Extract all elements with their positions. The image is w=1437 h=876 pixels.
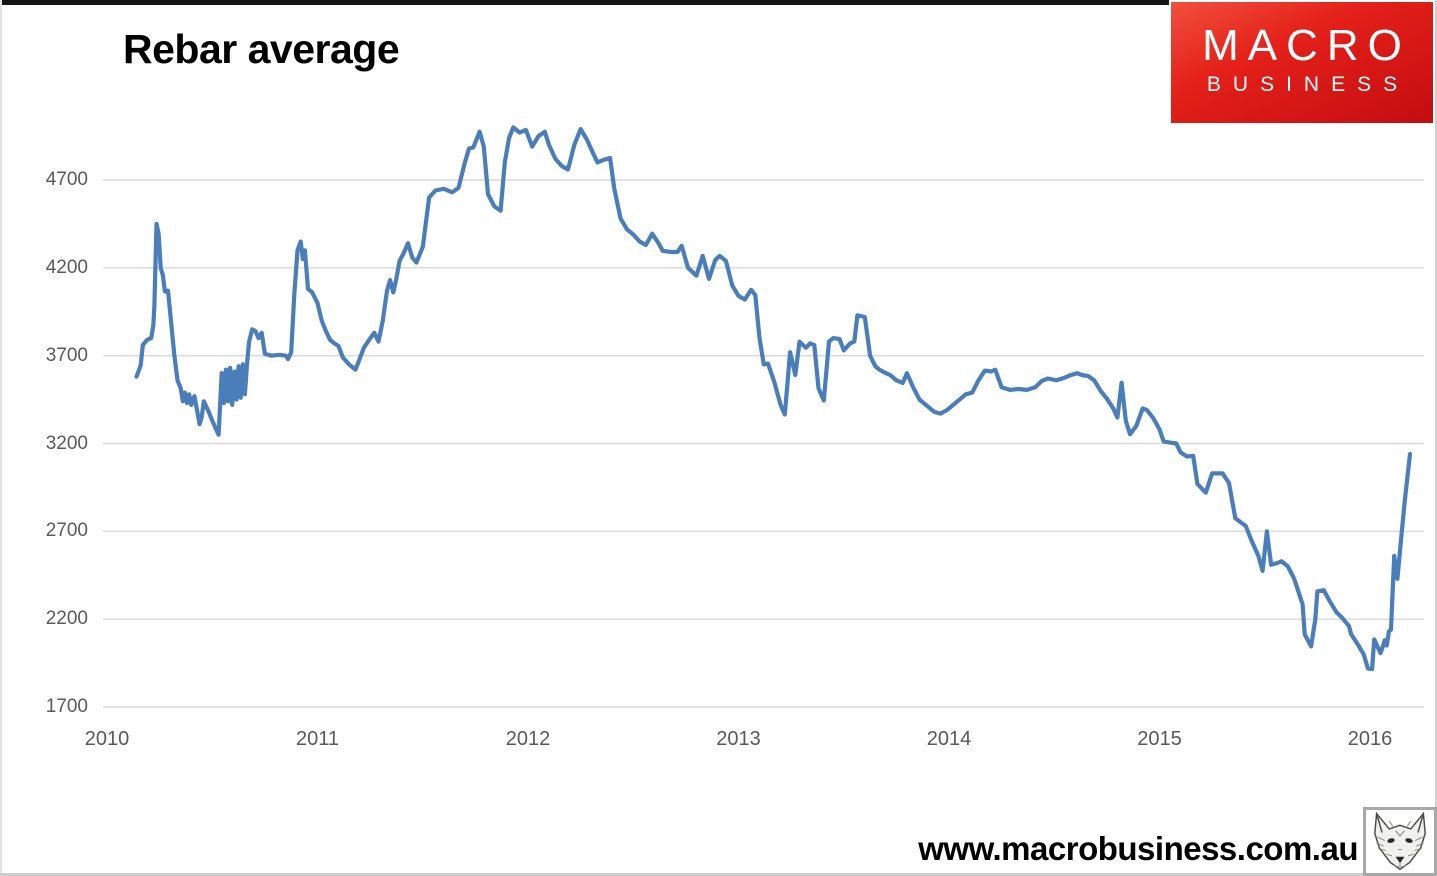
website-url: www.macrobusiness.com.au bbox=[918, 830, 1358, 867]
x-tick-label: 2015 bbox=[1137, 728, 1182, 750]
x-tick-label: 2016 bbox=[1347, 728, 1393, 750]
x-tick-label: 2012 bbox=[505, 728, 551, 750]
chart-title: Rebar average bbox=[123, 26, 400, 72]
x-tick-label: 2011 bbox=[295, 728, 339, 750]
x-tick-label: 2013 bbox=[716, 728, 761, 750]
left-page-border bbox=[0, 0, 2, 876]
logo-text-business: BUSINESS bbox=[1206, 73, 1410, 96]
bottom-page-border bbox=[0, 873, 1437, 876]
fox-icon bbox=[1368, 810, 1432, 873]
logo-text-macro: MACRO bbox=[1202, 21, 1411, 70]
y-tick-label: 3700 bbox=[45, 344, 88, 366]
price-line-series bbox=[134, 125, 1413, 672]
x-tick-label: 2014 bbox=[926, 728, 972, 750]
fox-logo bbox=[1363, 807, 1437, 876]
y-tick-label: 1700 bbox=[45, 696, 88, 717]
y-tick-label: 2200 bbox=[45, 608, 88, 630]
y-tick-label: 3200 bbox=[45, 432, 88, 454]
macrobusiness-logo: MACRO BUSINESS bbox=[1171, 2, 1433, 123]
y-tick-label: 4200 bbox=[45, 256, 88, 278]
right-page-border bbox=[1435, 0, 1437, 876]
rebar-price-line bbox=[134, 125, 1413, 672]
gridlines bbox=[103, 179, 1424, 708]
y-tick-label: 4700 bbox=[45, 169, 88, 190]
y-tick-label: 2700 bbox=[45, 520, 88, 542]
x-tick-label: 2010 bbox=[84, 728, 130, 750]
top-border bbox=[0, 0, 1169, 5]
